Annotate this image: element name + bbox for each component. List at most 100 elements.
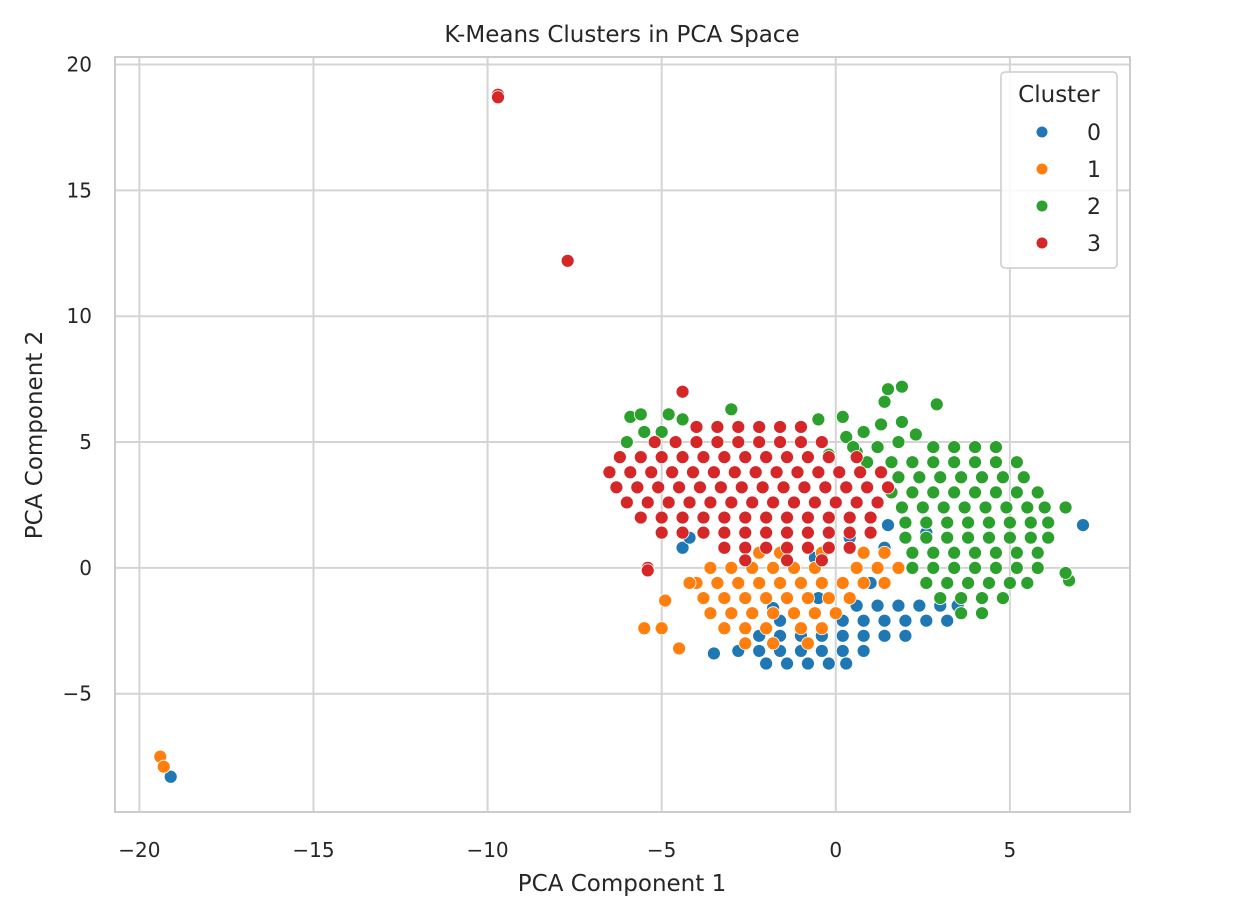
legend-label: 1 <box>1087 158 1101 183</box>
data-point <box>814 621 829 636</box>
data-point <box>996 470 1010 485</box>
data-point <box>982 576 996 590</box>
grid-lines <box>115 57 1130 812</box>
data-point <box>821 656 836 671</box>
data-point <box>908 427 923 442</box>
data-point <box>1030 545 1045 560</box>
data-point <box>637 621 652 636</box>
data-point <box>696 510 711 525</box>
data-point <box>776 480 791 495</box>
data-point <box>881 382 895 397</box>
data-point <box>752 576 767 590</box>
data-point <box>919 515 934 530</box>
data-point <box>835 409 850 424</box>
data-point <box>870 598 885 613</box>
data-point <box>954 591 969 605</box>
data-point <box>672 480 686 495</box>
data-point <box>773 420 787 434</box>
data-point <box>842 510 857 525</box>
data-point <box>919 576 934 590</box>
data-point <box>926 485 941 500</box>
data-point <box>696 450 711 465</box>
data-point <box>675 510 690 525</box>
y-tick-label: 0 <box>79 556 92 580</box>
legend-marker <box>1036 200 1048 212</box>
data-point <box>745 495 760 510</box>
data-point <box>982 515 996 530</box>
legend-label: 0 <box>1087 121 1101 146</box>
data-point <box>1058 566 1073 580</box>
data-point <box>654 450 669 465</box>
data-point <box>839 480 854 495</box>
data-point <box>717 591 732 605</box>
data-point <box>738 636 753 651</box>
data-point <box>891 470 906 485</box>
data-points <box>153 87 1090 784</box>
y-tick-label: −5 <box>63 682 92 706</box>
data-point <box>727 465 742 480</box>
data-point <box>710 420 725 434</box>
data-point <box>936 500 951 515</box>
data-point <box>1009 545 1024 560</box>
legend-marker <box>1036 237 1048 249</box>
data-point <box>1009 485 1024 500</box>
data-point <box>940 613 955 628</box>
data-point <box>835 644 850 658</box>
x-axis-label: PCA Component 1 <box>518 871 726 897</box>
data-point <box>895 500 909 515</box>
data-point <box>891 560 906 575</box>
data-point <box>1002 515 1017 530</box>
data-point <box>940 515 955 530</box>
data-point <box>633 510 648 525</box>
data-point <box>738 621 753 636</box>
data-point <box>856 576 871 590</box>
data-point <box>1020 576 1035 590</box>
data-point <box>1041 515 1056 530</box>
data-point <box>780 450 794 465</box>
y-axis-label: PCA Component 2 <box>22 331 48 539</box>
data-point <box>724 402 739 417</box>
legend-label: 2 <box>1087 195 1101 220</box>
data-point <box>853 465 868 480</box>
data-point <box>644 465 659 480</box>
data-point <box>968 545 982 560</box>
data-point <box>884 455 899 470</box>
data-point <box>731 576 746 590</box>
data-point <box>780 540 794 555</box>
data-point <box>163 769 178 784</box>
data-point <box>947 455 962 470</box>
data-point <box>933 470 948 485</box>
data-point <box>707 646 721 661</box>
data-point <box>954 606 969 621</box>
data-point <box>759 450 774 465</box>
legend-label: 3 <box>1087 232 1101 257</box>
data-point <box>961 530 975 545</box>
data-point <box>801 591 815 605</box>
data-point <box>814 435 829 449</box>
data-point <box>870 440 885 454</box>
data-point <box>989 545 1003 560</box>
data-point <box>560 253 575 268</box>
x-tick-label: 0 <box>829 838 842 862</box>
data-point <box>759 656 774 671</box>
data-point <box>811 465 826 480</box>
data-point <box>602 465 617 480</box>
data-point <box>912 598 927 613</box>
data-point <box>835 576 850 590</box>
data-point <box>978 500 993 515</box>
data-point <box>839 656 854 671</box>
data-point <box>961 515 975 530</box>
data-point <box>787 495 801 510</box>
data-point <box>975 470 989 485</box>
data-point <box>940 530 955 545</box>
data-point <box>818 480 833 495</box>
data-point <box>828 495 843 510</box>
data-point <box>891 598 906 613</box>
data-point <box>675 450 690 465</box>
data-point <box>1009 455 1024 470</box>
data-point <box>801 540 815 555</box>
data-point <box>989 440 1003 454</box>
data-point <box>787 606 801 621</box>
data-point <box>863 525 878 540</box>
data-point <box>752 644 767 658</box>
